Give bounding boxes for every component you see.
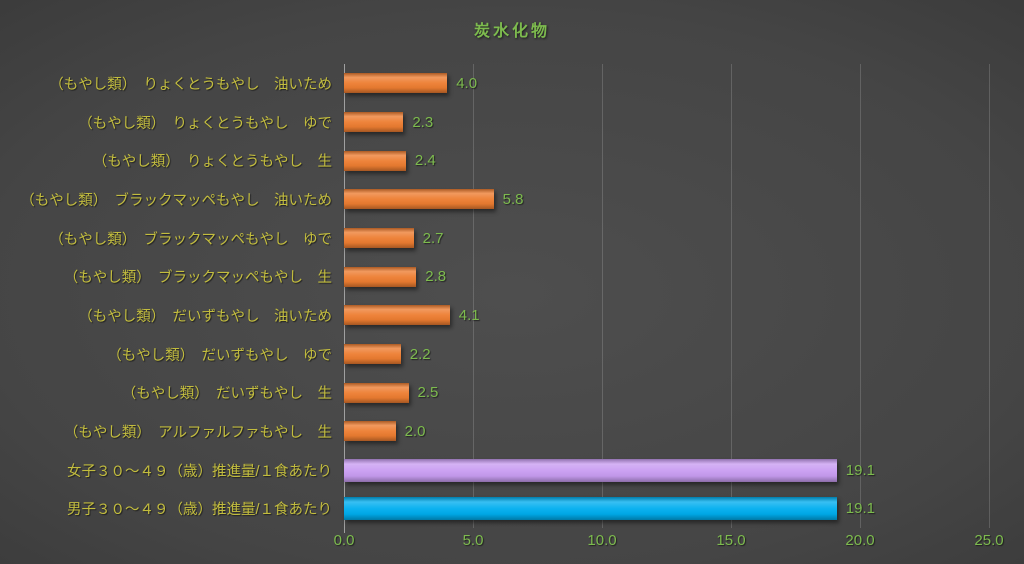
chart-row: （もやし類） りょくとうもやし 油いため 4.0 bbox=[0, 64, 989, 103]
bar-track: 4.0 bbox=[344, 64, 989, 103]
bar-track: 19.1 bbox=[344, 489, 989, 528]
chart-row: 女子３０～４９（歳）推進量/１食あたり 19.1 bbox=[0, 451, 989, 490]
value-label: 2.8 bbox=[425, 268, 447, 286]
value-label: 19.1 bbox=[845, 500, 875, 518]
bar bbox=[344, 228, 414, 249]
bar-track: 19.1 bbox=[344, 451, 989, 490]
category-label: 男子３０～４９（歳）推進量/１食あたり bbox=[66, 502, 332, 519]
gridline-layer bbox=[344, 64, 990, 533]
value-label: 2.3 bbox=[412, 113, 434, 131]
bar-track: 2.4 bbox=[344, 141, 989, 180]
category-label: （もやし類） ブラックマッペもやし ゆで bbox=[49, 231, 332, 248]
bar bbox=[344, 344, 401, 365]
value-label: 5.8 bbox=[502, 190, 524, 208]
chart-row: （もやし類） ブラックマッペもやし ゆで 2.7 bbox=[0, 219, 989, 258]
chart-row: （もやし類） ブラックマッペもやし 生 2.8 bbox=[0, 257, 989, 296]
value-label: 4.1 bbox=[458, 306, 480, 324]
chart-row: （もやし類） りょくとうもやし ゆで 2.3 bbox=[0, 103, 989, 142]
bar bbox=[344, 189, 494, 210]
category-label: 女子３０～４９（歳）推進量/１食あたり bbox=[66, 463, 332, 480]
chart-row: （もやし類） だいずもやし 生 2.5 bbox=[0, 373, 989, 412]
chart-title: 炭水化物 bbox=[473, 23, 550, 40]
value-label: 2.2 bbox=[409, 345, 431, 363]
category-label: （もやし類） だいずもやし 油いため bbox=[78, 308, 332, 325]
bar bbox=[344, 421, 396, 442]
value-label: 19.1 bbox=[845, 461, 875, 479]
plot-area: （もやし類） りょくとうもやし 油いため 4.0 （もやし類） りょくとうもやし… bbox=[0, 64, 990, 533]
chart-rows: （もやし類） りょくとうもやし 油いため 4.0 （もやし類） りょくとうもやし… bbox=[0, 64, 989, 528]
x-tick-label: 25.0 bbox=[974, 532, 1004, 549]
category-label: （もやし類） だいずもやし ゆで bbox=[107, 347, 332, 364]
bar-track: 2.0 bbox=[344, 412, 989, 451]
category-label: （もやし類） ブラックマッペもやし 生 bbox=[63, 270, 332, 287]
x-axis: 0.0 5.0 10.0 15.0 20.0 25.0 bbox=[334, 532, 1004, 554]
value-label: 2.7 bbox=[422, 229, 444, 247]
chart-row: 男子３０～４９（歳）推進量/１食あたり 19.1 bbox=[0, 489, 989, 528]
category-label: （もやし類） アルファルファもやし 生 bbox=[63, 424, 332, 441]
bar-track: 2.5 bbox=[344, 373, 989, 412]
chart-row: （もやし類） だいずもやし ゆで 2.2 bbox=[0, 335, 989, 374]
bar bbox=[344, 305, 450, 326]
gridline bbox=[473, 64, 474, 528]
value-label: 4.0 bbox=[456, 74, 478, 92]
x-tick-label: 0.0 bbox=[333, 532, 355, 549]
bar-track: 2.7 bbox=[344, 219, 989, 258]
bar bbox=[344, 266, 417, 287]
chart-row: （もやし類） ブラックマッペもやし 油いため 5.8 bbox=[0, 180, 989, 219]
x-tick-label: 15.0 bbox=[716, 532, 746, 549]
bar-track: 4.1 bbox=[344, 296, 989, 335]
x-tick-label: 10.0 bbox=[587, 532, 617, 549]
gridline bbox=[602, 64, 603, 528]
chart-row: （もやし類） りょくとうもやし 生 2.4 bbox=[0, 141, 989, 180]
bar bbox=[344, 150, 406, 171]
chart-row: （もやし類） だいずもやし 油いため 4.1 bbox=[0, 296, 989, 335]
bar bbox=[344, 458, 837, 482]
value-label: 2.0 bbox=[404, 422, 426, 440]
bar bbox=[344, 73, 448, 94]
bar bbox=[344, 112, 404, 132]
bar-track: 2.2 bbox=[344, 335, 989, 374]
bar bbox=[344, 382, 409, 403]
bar-track: 5.8 bbox=[344, 180, 989, 219]
value-label: 2.5 bbox=[417, 384, 439, 402]
gridline bbox=[731, 64, 732, 528]
category-label: （もやし類） ブラックマッペもやし 油いため bbox=[20, 192, 332, 209]
gridline bbox=[989, 64, 990, 528]
x-tick-label: 5.0 bbox=[462, 532, 484, 549]
x-tick-label: 20.0 bbox=[845, 532, 875, 549]
category-label: （もやし類） だいずもやし 生 bbox=[121, 386, 332, 403]
chart-row: （もやし類） アルファルファもやし 生 2.0 bbox=[0, 412, 989, 451]
gridline bbox=[860, 64, 861, 528]
bar-track: 2.3 bbox=[344, 103, 989, 142]
category-label: （もやし類） りょくとうもやし ゆで bbox=[78, 115, 332, 132]
category-label: （もやし類） りょくとうもやし 油いため bbox=[49, 76, 332, 93]
category-axis-line bbox=[344, 64, 345, 533]
bar bbox=[344, 497, 837, 521]
bar-track: 2.8 bbox=[344, 257, 989, 296]
category-label: （もやし類） りょくとうもやし 生 bbox=[92, 154, 332, 171]
value-label: 2.4 bbox=[414, 152, 436, 170]
